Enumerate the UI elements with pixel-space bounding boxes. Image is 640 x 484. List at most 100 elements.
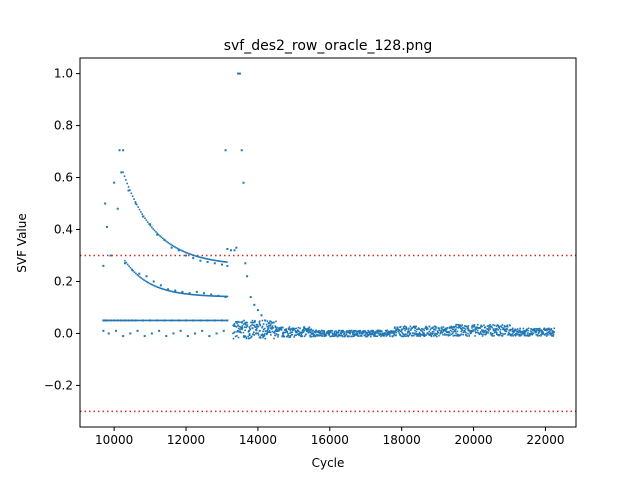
- data-point: [502, 333, 505, 335]
- data-point: [204, 257, 206, 260]
- data-point: [299, 327, 301, 330]
- data-point: [171, 244, 174, 247]
- data-point: [194, 332, 197, 335]
- data-point: [438, 327, 440, 330]
- data-point: [283, 331, 285, 334]
- data-point: [421, 333, 424, 336]
- data-point: [494, 328, 497, 330]
- data-point: [452, 328, 455, 331]
- data-point: [249, 327, 251, 330]
- data-point: [548, 327, 550, 330]
- data-point: [159, 235, 161, 237]
- data-point: [344, 335, 346, 337]
- data-point: [471, 327, 473, 329]
- data-point: [142, 319, 144, 322]
- data-point: [551, 330, 554, 333]
- data-point: [247, 335, 249, 338]
- data-point: [448, 327, 451, 329]
- data-point: [394, 330, 397, 333]
- data-point: [405, 328, 408, 330]
- data-point: [153, 229, 156, 232]
- data-point: [392, 331, 395, 334]
- data-point: [232, 337, 235, 340]
- data-point: [255, 329, 258, 332]
- data-point: [262, 323, 265, 325]
- data-point: [391, 330, 394, 333]
- data-point: [175, 247, 178, 249]
- data-point: [512, 331, 515, 334]
- data-point: [552, 331, 554, 334]
- data-point: [377, 332, 380, 335]
- data-point: [165, 335, 168, 338]
- data-point: [249, 296, 252, 299]
- data-point: [442, 330, 445, 333]
- data-point: [539, 327, 541, 330]
- data-point: [401, 331, 403, 334]
- data-point: [427, 333, 430, 336]
- data-point: [236, 335, 238, 337]
- data-point: [165, 319, 167, 322]
- data-point: [337, 331, 340, 334]
- data-point: [541, 332, 543, 335]
- data-point: [458, 334, 461, 337]
- data-point: [377, 329, 380, 332]
- data-point: [484, 333, 487, 336]
- data-point: [343, 333, 345, 336]
- data-point: [183, 319, 185, 322]
- data-point: [246, 275, 249, 278]
- data-point: [271, 325, 274, 327]
- data-point: [173, 319, 176, 322]
- data-point: [280, 326, 283, 329]
- data-point: [222, 329, 225, 332]
- data-point: [467, 332, 469, 335]
- data-point: [382, 335, 385, 337]
- data-point: [194, 255, 197, 257]
- data-point: [364, 334, 366, 337]
- data-point: [143, 335, 146, 338]
- data-point: [303, 326, 306, 328]
- data-point: [368, 330, 370, 333]
- data-point: [452, 335, 455, 337]
- data-point: [390, 330, 392, 332]
- data-point: [340, 331, 342, 334]
- data-point: [301, 332, 303, 334]
- data-point: [239, 325, 241, 328]
- data-point: [274, 334, 277, 337]
- data-point: [239, 328, 241, 331]
- data-point: [185, 251, 187, 254]
- data-point: [459, 334, 462, 336]
- data-point: [303, 335, 306, 338]
- data-point: [276, 329, 279, 331]
- data-point: [222, 319, 225, 322]
- data-point: [197, 255, 200, 258]
- data-point: [251, 323, 253, 326]
- data-point: [268, 325, 270, 328]
- data-point: [443, 328, 446, 331]
- data-point: [379, 330, 382, 333]
- data-point: [226, 295, 229, 298]
- data-point: [212, 259, 215, 261]
- data-point: [481, 325, 483, 328]
- data-point: [284, 331, 287, 334]
- data-point: [128, 319, 131, 322]
- data-point: [499, 333, 501, 336]
- data-point: [332, 333, 335, 335]
- data-point: [542, 331, 544, 333]
- data-point: [113, 319, 116, 322]
- data-point: [109, 319, 111, 322]
- data-point: [297, 333, 300, 335]
- data-point: [325, 334, 328, 337]
- data-point: [348, 335, 351, 337]
- data-point: [433, 328, 435, 330]
- data-point: [548, 328, 551, 331]
- data-point: [152, 228, 154, 230]
- data-point: [432, 335, 435, 337]
- data-point: [465, 325, 467, 328]
- data-point: [440, 327, 443, 329]
- data-point: [252, 333, 254, 336]
- data-point: [477, 331, 480, 334]
- data-point: [466, 335, 468, 337]
- data-point: [156, 232, 159, 235]
- data-point: [477, 326, 480, 329]
- data-point: [177, 319, 180, 322]
